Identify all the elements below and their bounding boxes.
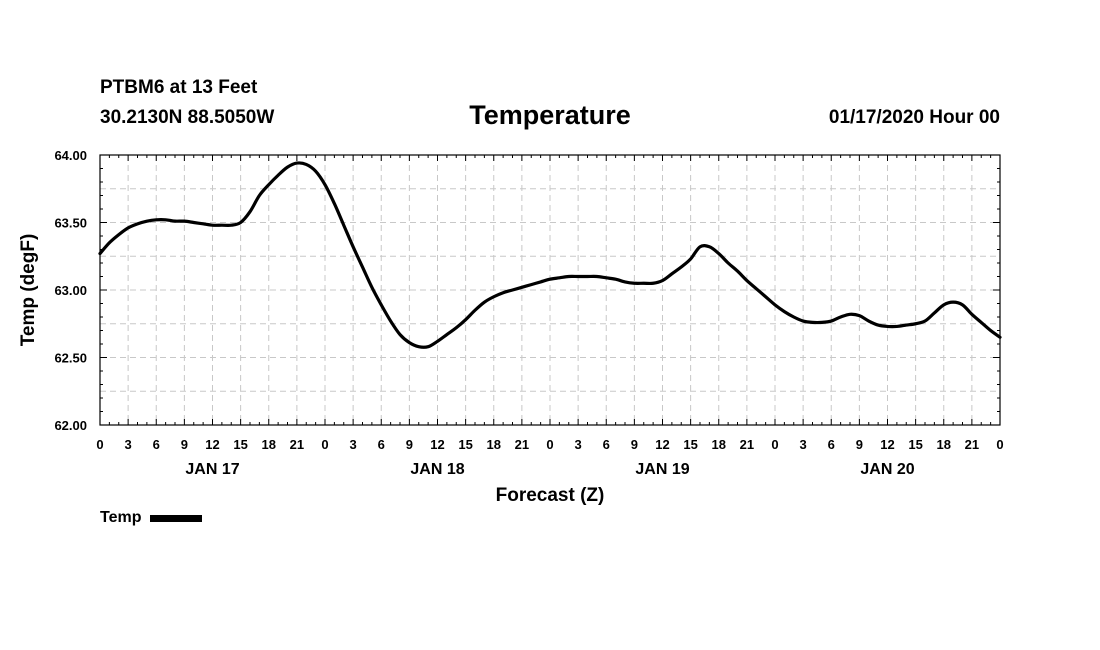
x-tick-label: 3 [575,437,582,452]
legend-swatch-temp [150,514,203,522]
x-tick-label: 3 [125,437,132,452]
x-tick-label: 15 [233,437,247,452]
y-tick-label: 64.00 [54,148,87,163]
station-coordinates: 30.2130N 88.5050W [100,107,275,128]
day-label: JAN 17 [185,461,239,478]
x-tick-label: 6 [828,437,835,452]
chart-title: Temperature [469,100,631,130]
x-tick-label: 18 [487,437,501,452]
day-label: JAN 18 [410,461,464,478]
x-tick-label: 12 [880,437,894,452]
y-tick-label: 63.50 [54,216,87,231]
legend-label-temp: Temp [100,509,142,526]
x-tick-label: 21 [290,437,304,452]
chart-labels: 64.00 63.50 63.00 62.50 62.00 0 3 6 9 12 15 18 21 0 3 6… [18,148,1004,506]
x-tick-label: 18 [712,437,726,452]
x-tick-label: 21 [515,437,529,452]
x-tick-label: 3 [350,437,357,452]
x-tick-label: 6 [378,437,385,452]
x-tick-label: 0 [96,437,103,452]
x-tick-label: 9 [406,437,413,452]
x-tick-label: 18 [937,437,951,452]
x-tick-label: 12 [430,437,444,452]
station-label: PTBM6 at 13 Feet [100,77,258,98]
x-tick-label: 6 [153,437,160,452]
x-tick-label: 9 [181,437,188,452]
y-tick-label: 62.50 [54,351,87,366]
chart-series [98,161,1002,349]
chart-legend: Temp [100,509,203,527]
x-tick-label: 0 [996,437,1003,452]
x-tick-label: 21 [965,437,979,452]
x-tick-label: 0 [546,437,553,452]
x-tick-label: 15 [908,437,922,452]
x-tick-label: 15 [458,437,472,452]
x-tick-label: 3 [800,437,807,452]
x-tick-label: 0 [771,437,778,452]
day-label: JAN 20 [860,461,914,478]
x-tick-label: 6 [603,437,610,452]
chart-axes [99,154,1001,426]
day-label: JAN 19 [635,461,689,478]
x-tick-label: 18 [262,437,276,452]
series-line-temp [98,161,1002,349]
x-tick-label: 0 [321,437,328,452]
chart-grid [100,155,1000,425]
x-axis-label: Forecast (Z) [496,485,605,506]
x-tick-label: 12 [655,437,669,452]
y-tick-label: 63.00 [54,283,87,298]
y-axis-label: Temp (degF) [18,234,39,347]
x-tick-label: 12 [205,437,219,452]
y-tick-label: 62.00 [54,418,87,433]
x-tick-label: 15 [683,437,697,452]
forecast-datetime: 01/17/2020 Hour 00 [828,107,1000,128]
x-tick-label: 9 [631,437,638,452]
x-tick-label: 9 [856,437,863,452]
x-tick-label: 21 [740,437,754,452]
